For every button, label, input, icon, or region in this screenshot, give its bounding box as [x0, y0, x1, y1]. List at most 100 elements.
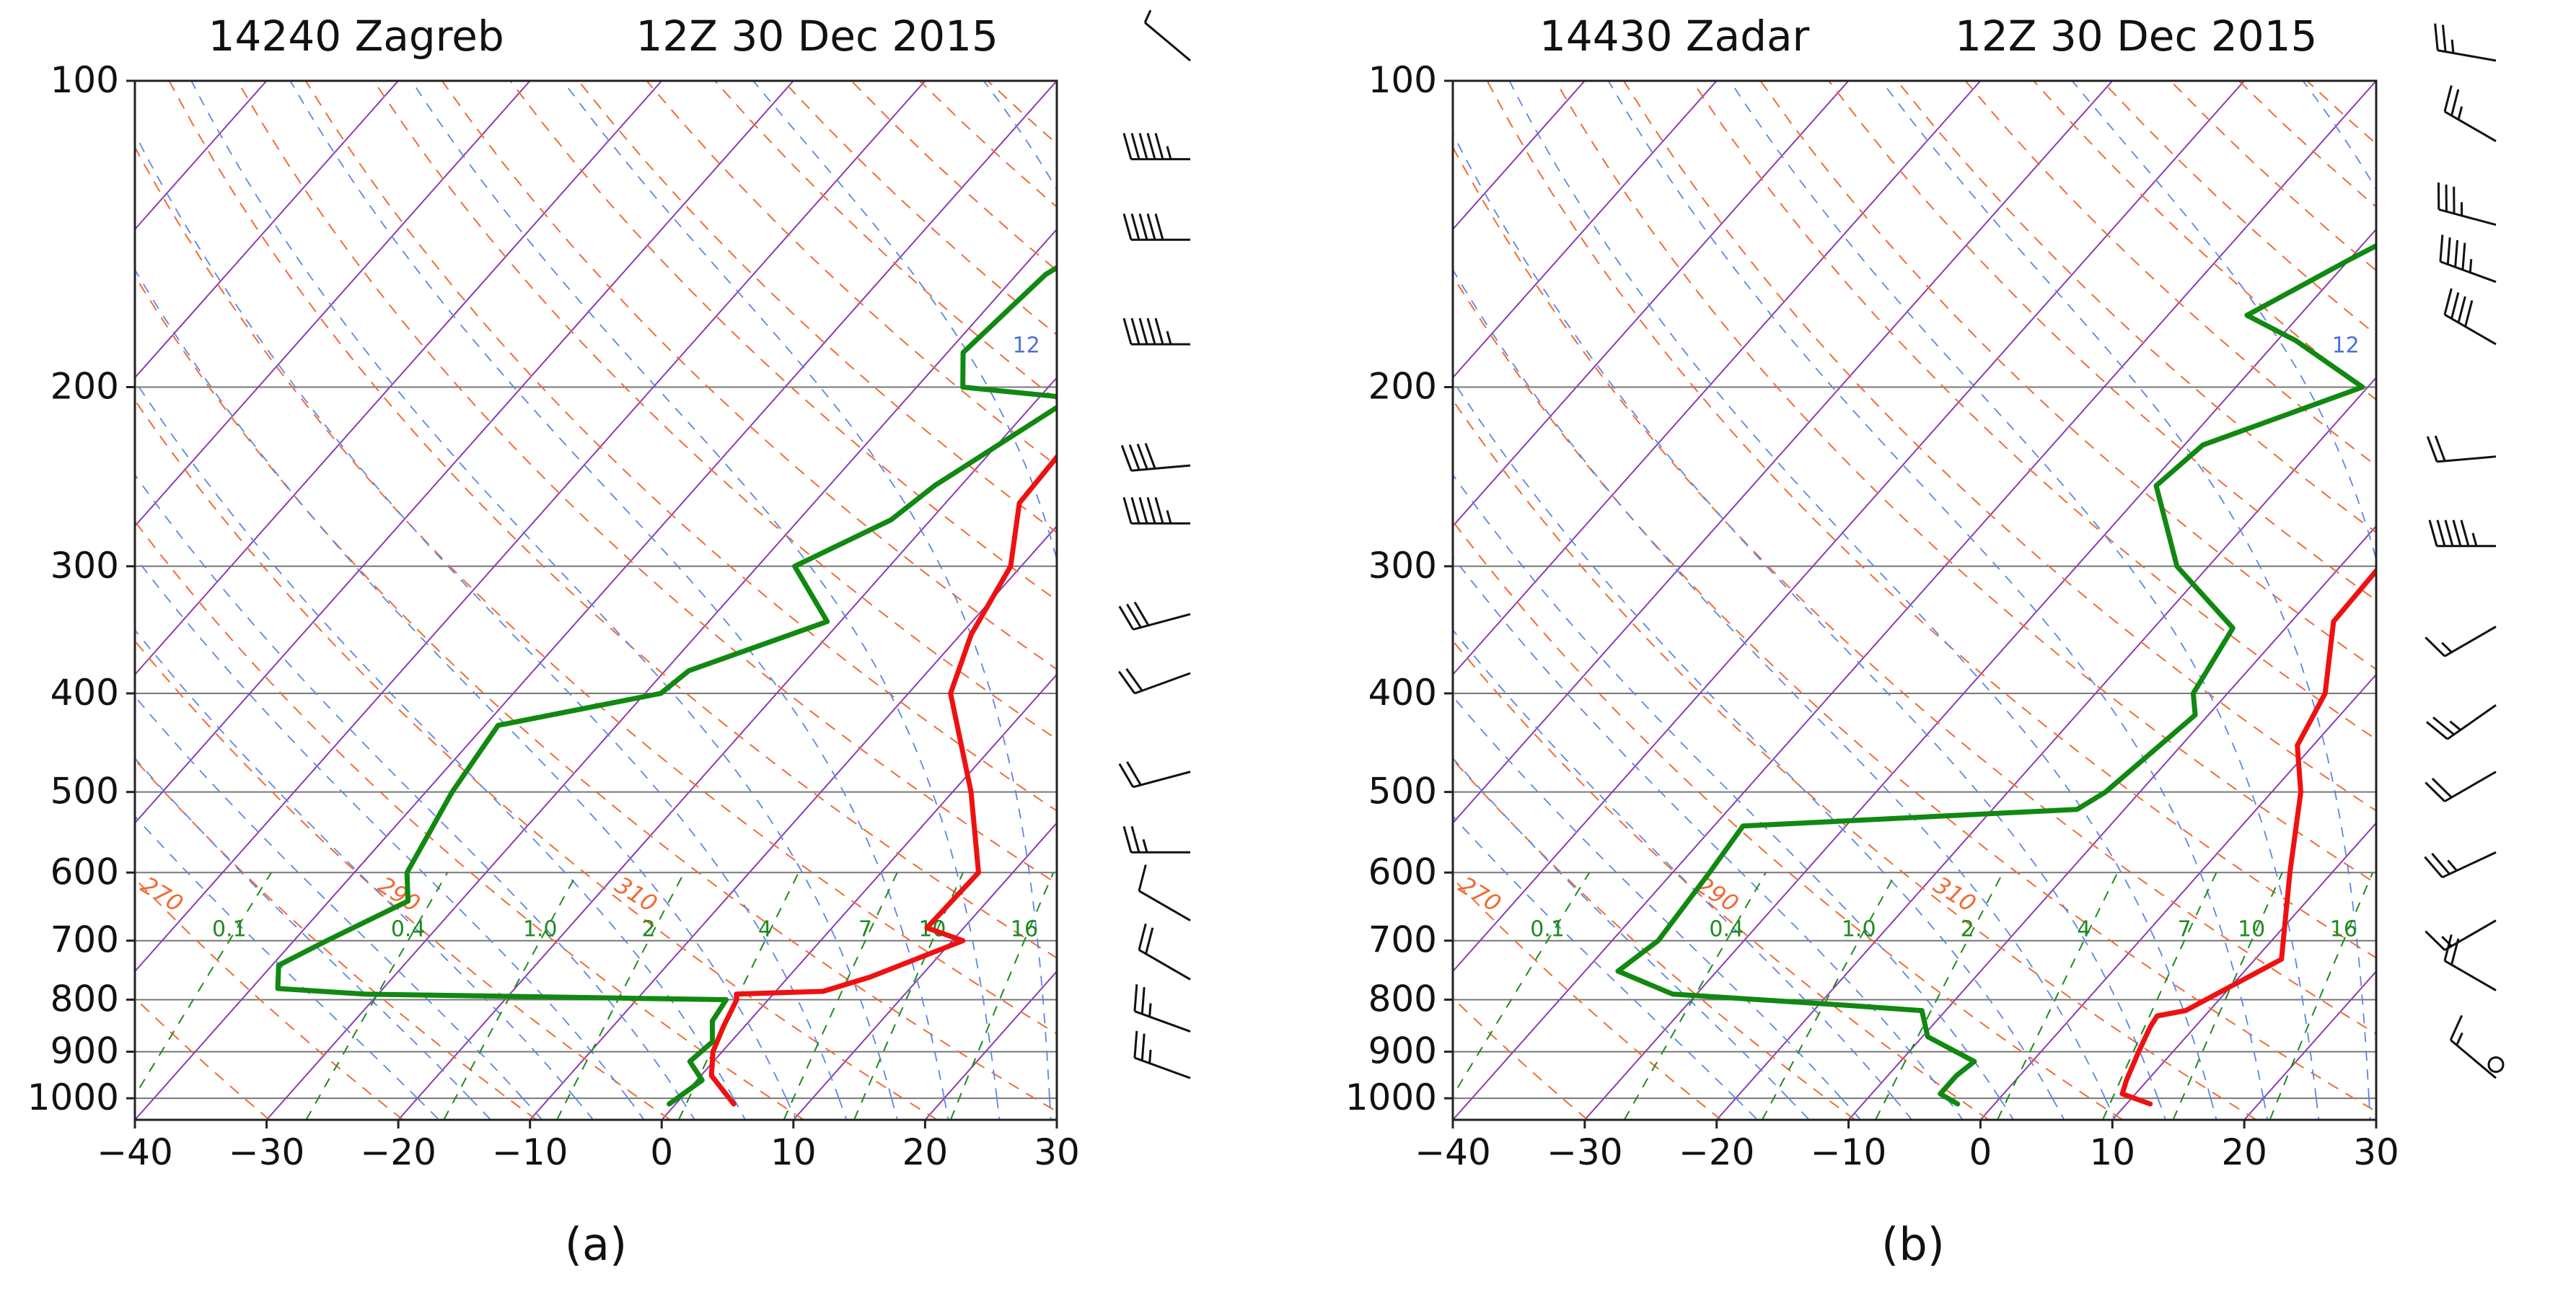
y-tick-label: 700	[50, 919, 119, 961]
dry-adiabat-label: 310	[610, 871, 662, 918]
wind-barb	[2445, 934, 2496, 990]
moist-adiabat	[892, 1098, 897, 1120]
dry-adiabat	[32, 81, 1071, 1120]
y-tick-label: 500	[50, 771, 119, 812]
isotherm-label: 16	[2385, 333, 2412, 359]
dry-adiabat-label: 290	[373, 871, 425, 918]
mixing-ratio-line	[120, 872, 271, 1120]
mixing-ratio-line	[2103, 872, 2217, 1120]
dry-adiabat	[1077, 81, 1855, 1120]
wind-barb	[2427, 436, 2496, 462]
moist-adiabat	[2303, 81, 2487, 1098]
y-tick-label: 600	[50, 851, 119, 893]
isotherm-line	[0, 81, 267, 1120]
dry-adiabat	[1897, 81, 2576, 1120]
wind-barb	[1120, 762, 1190, 787]
dry-adiabat	[306, 81, 1605, 1120]
isotherm-line	[267, 81, 1189, 1120]
dry-adiabat	[1829, 81, 2576, 1120]
moist-adiabat	[2211, 1098, 2217, 1120]
isotherm-line	[1585, 81, 2508, 1120]
wind-barb	[1122, 443, 1190, 470]
moist-adiabat	[1050, 1098, 1051, 1120]
wind-barb	[1139, 865, 1190, 921]
moist-adiabat	[944, 1098, 949, 1120]
moist-adiabat	[412, 81, 998, 1098]
x-tick-label: 10	[2089, 1131, 2135, 1173]
moist-adiabat	[290, 81, 944, 1098]
moist-adiabat	[1206, 1098, 1208, 1120]
moist-adiabat	[2526, 1098, 2527, 1120]
moist-adiabat	[576, 1098, 594, 1120]
mixing-ratio-label: 2	[642, 917, 656, 942]
dry-adiabat	[941, 81, 1588, 1120]
moist-adiabat	[786, 1098, 796, 1120]
moist-adiabat	[1736, 1098, 1757, 1120]
y-tick-label: 800	[50, 978, 119, 1020]
mixing-ratio-label: 1.0	[1842, 917, 1876, 942]
x-tick-label: −40	[97, 1131, 173, 1173]
panel-label: (b)	[1881, 1218, 1945, 1271]
moist-adiabat	[1788, 1098, 1809, 1120]
isotherm-line	[1057, 81, 1980, 1120]
dry-adiabat	[1419, 81, 2524, 1120]
y-tick-label: 400	[50, 672, 119, 714]
y-tick-label: 1000	[27, 1077, 119, 1118]
isotherm-line	[0, 81, 530, 1120]
dry-adiabat-label: 270	[136, 871, 188, 918]
x-tick-label: 0	[650, 1131, 673, 1173]
dry-adiabat-label: 270	[1454, 871, 1506, 918]
mixing-ratio-line	[1997, 872, 2118, 1120]
x-tick-label: −10	[492, 1131, 568, 1173]
isotherm-line	[398, 81, 1320, 1120]
wind-barb	[2445, 85, 2496, 141]
moist-adiabat	[734, 1098, 745, 1120]
wind-barb	[2425, 772, 2496, 802]
x-tick-label: −30	[229, 1131, 305, 1173]
dry-adiabat	[0, 81, 537, 1120]
moist-adiabat	[1198, 197, 1894, 1098]
isotherm-line	[1189, 81, 2112, 1120]
mixing-ratio-line	[784, 872, 897, 1120]
dry-adiabat	[715, 81, 2406, 1120]
isotherm-line	[2508, 81, 2576, 1120]
y-tick-label: 1000	[1345, 1077, 1437, 1118]
dry-adiabat	[1760, 81, 2576, 1120]
y-tick-label: 600	[1368, 851, 1437, 893]
y-tick-label: 900	[1368, 1030, 1437, 1072]
dry-adiabat	[920, 81, 2576, 1120]
isotherm-line	[1453, 81, 2376, 1120]
isotherm-line	[3, 81, 925, 1120]
moist-adiabat	[2072, 81, 2422, 1098]
isotherm-label: 28	[2543, 333, 2570, 359]
isotherm-label: 12	[1013, 333, 1040, 359]
wind-barb	[2427, 705, 2496, 739]
isotherm-label: 28	[1223, 333, 1251, 359]
mixing-ratio-line	[1438, 872, 1590, 1120]
moist-adiabat	[997, 1098, 1000, 1120]
moist-adiabat	[1228, 162, 1947, 1098]
isotherm-label: 12	[2332, 333, 2360, 359]
mixing-ratio-label: 7	[858, 917, 872, 942]
wind-barb	[2489, 1057, 2503, 1071]
wind-barb	[2445, 289, 2496, 344]
y-tick-label: 800	[1368, 978, 1437, 1020]
y-tick-label: 100	[50, 59, 119, 101]
panel-label: (a)	[565, 1218, 627, 1271]
mixing-ratio-label: 16	[2330, 917, 2357, 942]
wind-barb	[2425, 921, 2496, 950]
dry-adiabat	[101, 81, 1205, 1120]
y-tick-label: 200	[50, 365, 119, 407]
isotherm-label: 20	[2437, 333, 2465, 359]
mixing-ratio-label: 1.0	[523, 917, 558, 942]
dry-adiabat	[0, 81, 804, 1120]
moist-adiabat	[839, 1098, 847, 1120]
moist-adiabat	[1609, 81, 2264, 1098]
wind-barb	[2430, 520, 2496, 546]
wind-barb	[2425, 626, 2496, 656]
dewpoint-profile	[1618, 81, 2576, 1104]
x-tick-label: 30	[1034, 1131, 1080, 1173]
title-station: 14240 Zagreb	[208, 12, 504, 61]
wind-barb	[1145, 10, 1190, 61]
moist-adiabat	[1148, 274, 1789, 1098]
